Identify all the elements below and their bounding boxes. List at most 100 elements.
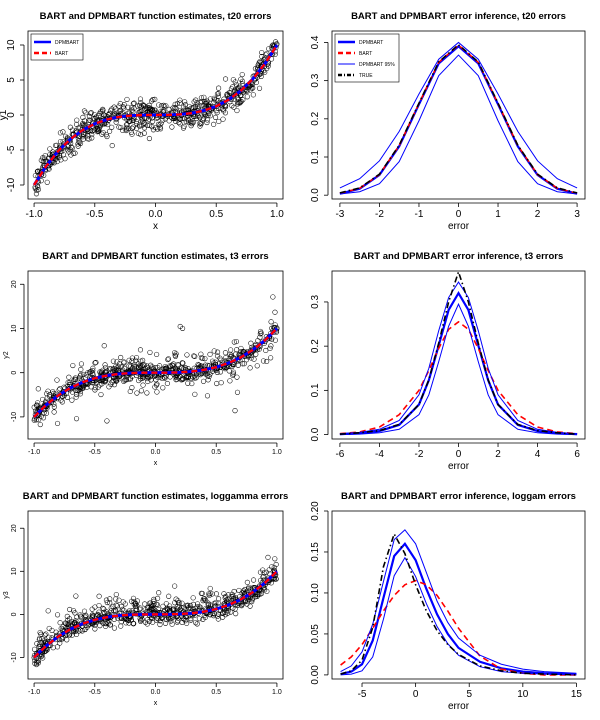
data-point [136, 364, 142, 370]
data-point [31, 654, 37, 661]
data-point [257, 331, 263, 337]
data-point [75, 141, 81, 147]
data-point [231, 588, 237, 595]
data-point [92, 385, 98, 391]
true-density-line [339, 271, 578, 435]
plot-area [339, 41, 578, 195]
data-point [166, 106, 172, 112]
data-point [185, 117, 191, 123]
y-axis-label: y2 [3, 351, 10, 359]
data-point [200, 616, 206, 622]
data-point [95, 128, 101, 134]
data-point [173, 596, 179, 602]
data-point [155, 364, 161, 371]
data-point [272, 556, 278, 562]
data-point [251, 356, 257, 362]
data-point [101, 343, 107, 349]
data-point [33, 191, 39, 197]
true-density-line [339, 43, 578, 194]
data-point [38, 157, 44, 163]
y-tick-label: 20 [11, 524, 18, 532]
data-point [161, 104, 168, 110]
data-point [209, 358, 216, 364]
data-point [272, 337, 278, 343]
data-point [102, 362, 108, 368]
data-point [83, 613, 89, 619]
data-point [230, 594, 236, 600]
data-point [58, 397, 64, 403]
data-point [133, 354, 140, 361]
data-point [270, 294, 276, 300]
data-point [71, 376, 77, 382]
data-point [217, 369, 224, 375]
data-point [112, 376, 118, 382]
data-point [148, 377, 154, 383]
data-point [190, 374, 196, 380]
data-point [44, 179, 50, 185]
data-point [202, 356, 208, 362]
data-point [158, 103, 165, 109]
x-tick-label: -2 [375, 209, 384, 220]
data-point [78, 613, 84, 619]
data-point [132, 603, 138, 609]
data-point [214, 349, 221, 355]
data-point [60, 624, 66, 630]
data-point [199, 590, 205, 597]
data-point [117, 100, 123, 107]
data-point [128, 363, 134, 369]
chart-panel-1: BART and DPMBART function estimates, t20… [0, 11, 284, 232]
data-point [150, 127, 157, 133]
data-point [141, 130, 147, 136]
data-point [123, 127, 129, 134]
data-point [45, 608, 51, 614]
data-point [185, 602, 191, 608]
data-point [149, 107, 155, 113]
data-point [129, 598, 135, 604]
data-point [190, 105, 196, 111]
data-point [173, 374, 179, 380]
data-point [91, 379, 97, 386]
data-point [35, 660, 41, 666]
data-point [273, 39, 279, 45]
data-point [113, 119, 119, 125]
chart-panel-5: BART and DPMBART function estimates, log… [3, 491, 288, 707]
data-point [106, 376, 112, 382]
data-point [99, 131, 105, 137]
chart-panel-6: BART and DPMBART error inference, loggam… [310, 491, 586, 712]
data-point [37, 641, 43, 647]
data-point [118, 623, 124, 629]
data-point [157, 126, 164, 132]
data-point [261, 570, 267, 576]
data-point [238, 92, 244, 98]
y-tick-label: 0.0 [310, 188, 321, 202]
data-point [68, 152, 74, 158]
y-tick-label: 0 [11, 612, 18, 616]
data-point [147, 349, 153, 355]
data-point [173, 351, 179, 357]
data-point [77, 389, 83, 395]
data-point [154, 602, 160, 608]
data-point [193, 97, 199, 103]
x-tick-label: 1.0 [272, 449, 282, 456]
dpmbart-density-line [339, 290, 578, 436]
data-point [233, 594, 239, 600]
x-tick-label: -0.5 [89, 449, 101, 456]
data-point [177, 323, 183, 330]
data-point [135, 130, 141, 137]
data-point [116, 597, 122, 603]
data-point [222, 350, 229, 356]
data-point [67, 379, 73, 385]
data-point [100, 620, 106, 626]
chart-title: BART and DPMBART function estimates, t3 … [42, 251, 268, 262]
data-point [257, 58, 263, 65]
data-point [135, 103, 141, 109]
data-point [188, 617, 194, 623]
data-point [204, 117, 210, 123]
data-point [264, 50, 270, 57]
data-point [205, 602, 211, 608]
legend-box [30, 33, 84, 61]
x-tick-label: 6 [574, 449, 580, 460]
data-point [191, 104, 197, 110]
data-point [218, 380, 224, 386]
data-point [126, 608, 132, 614]
